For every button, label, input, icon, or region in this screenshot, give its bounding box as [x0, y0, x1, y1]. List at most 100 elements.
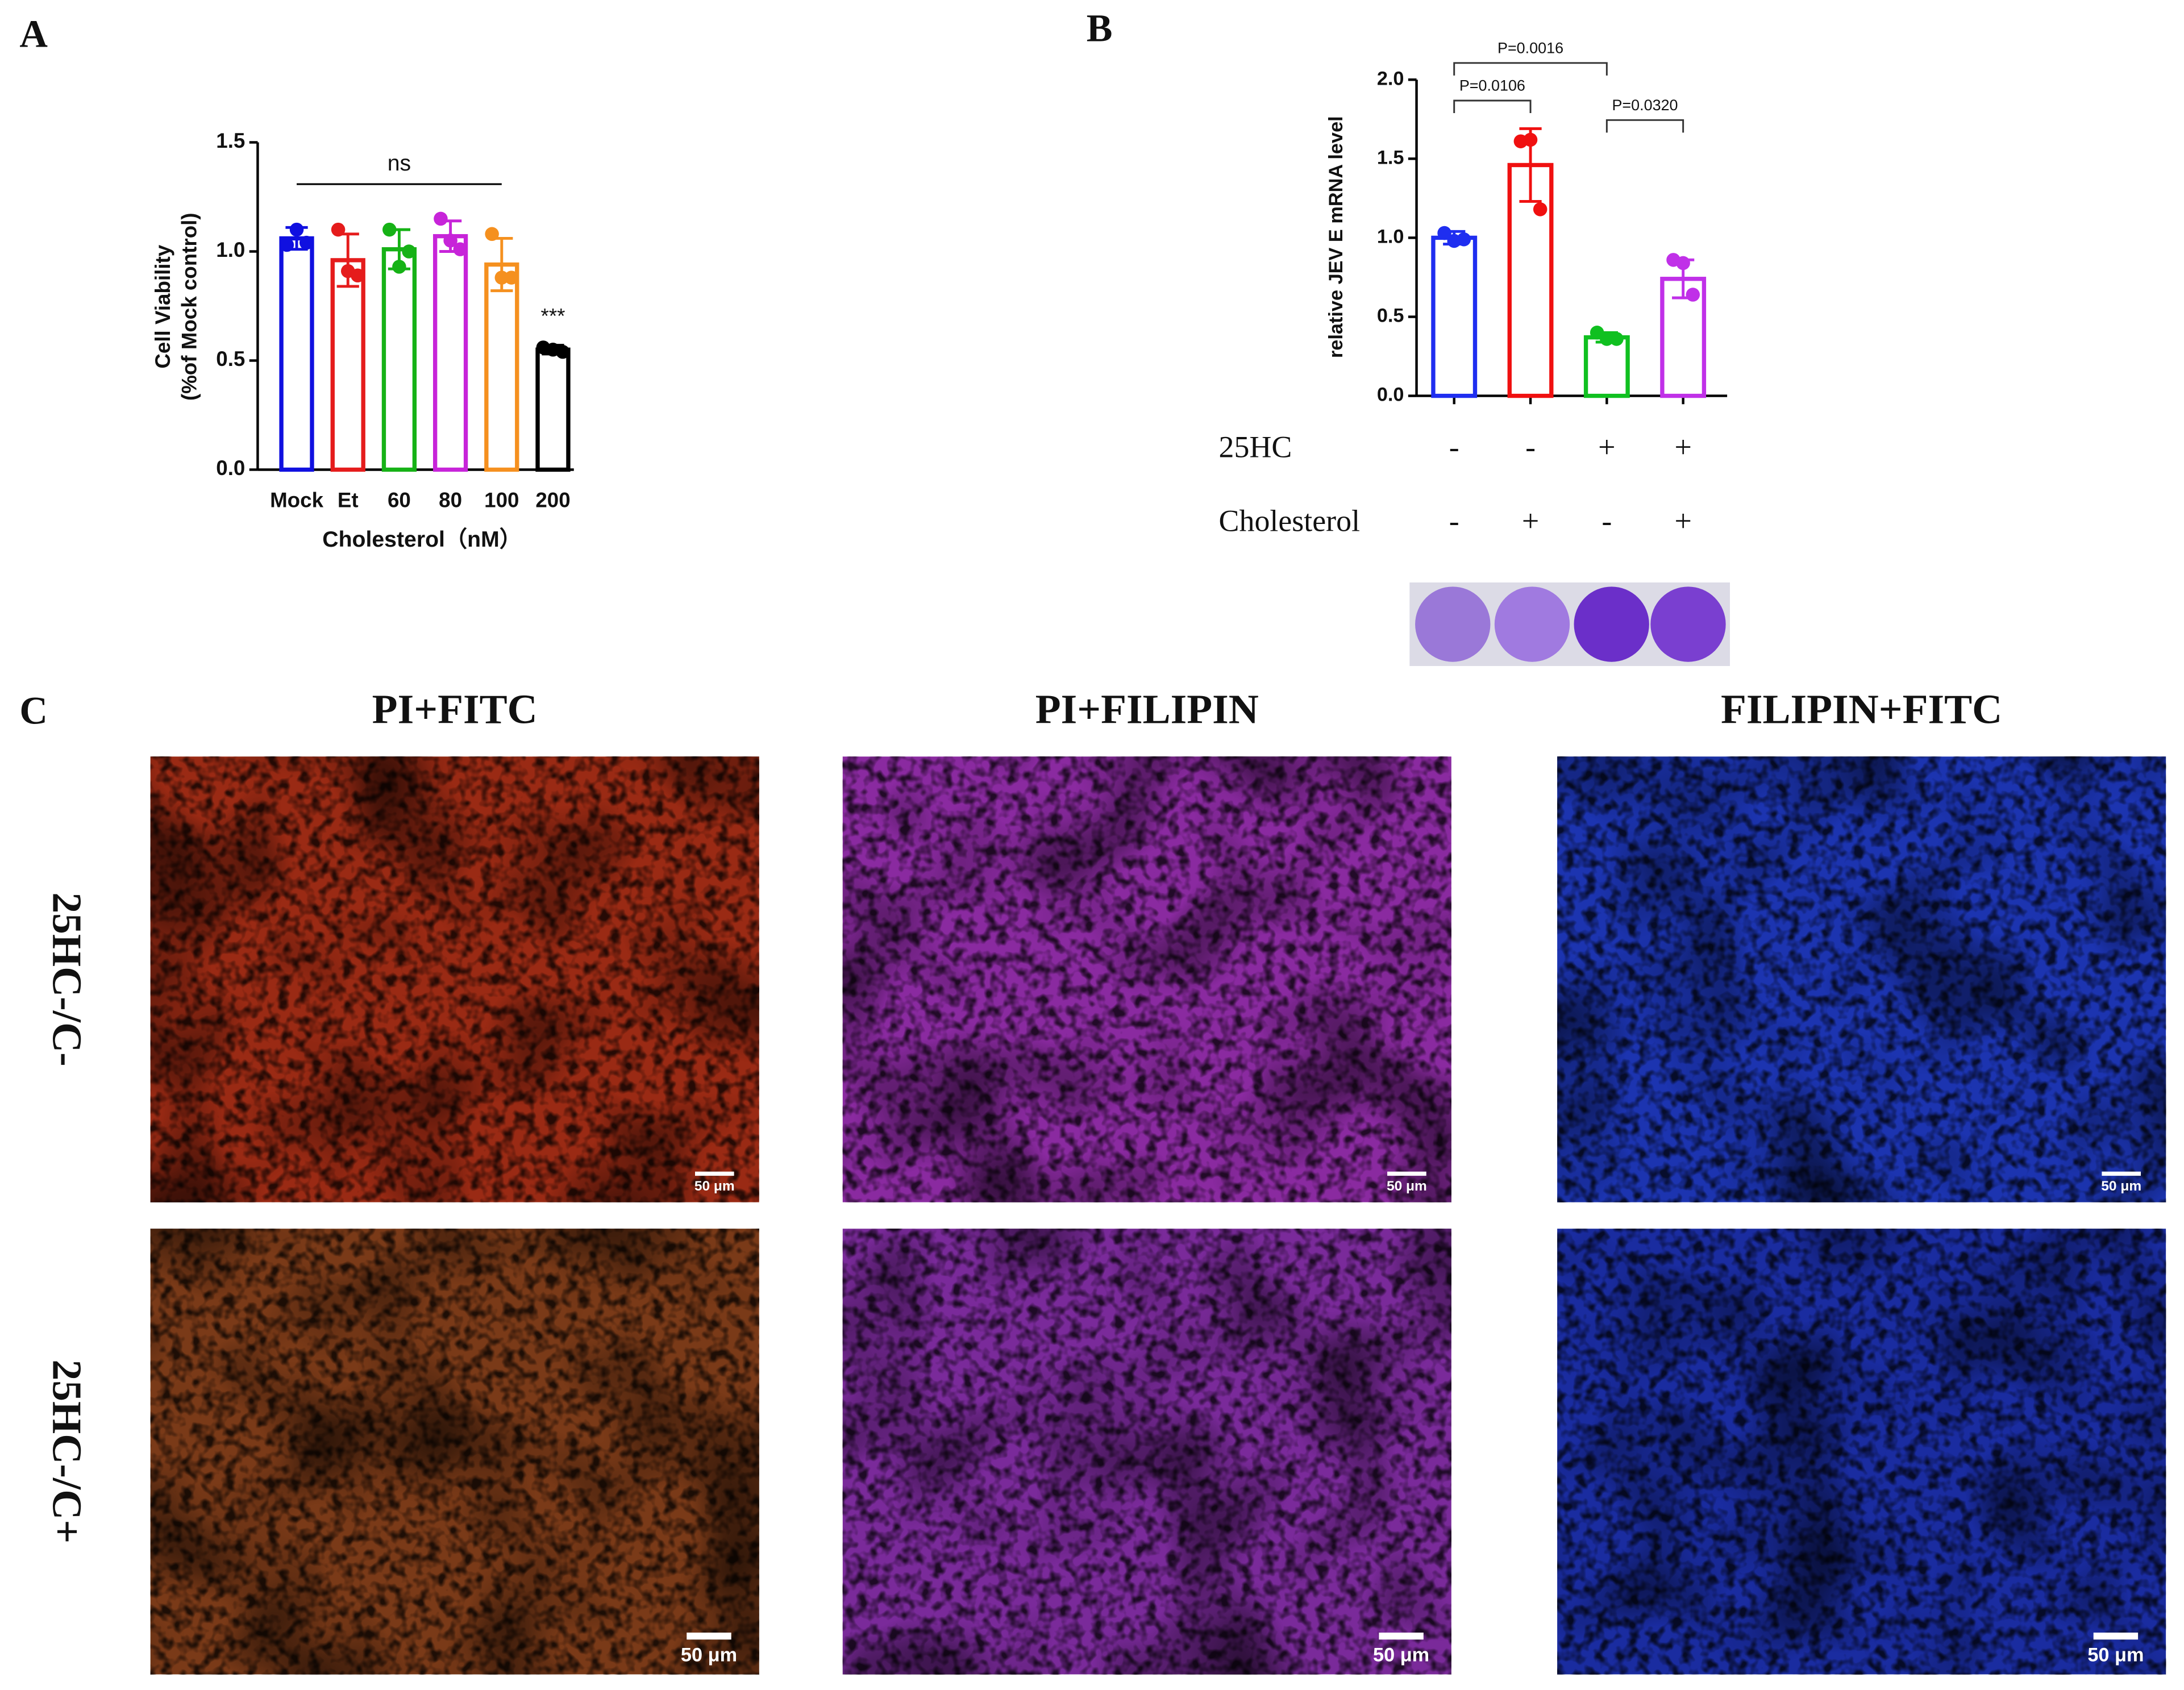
y-tick-label: 1.0 — [1377, 226, 1404, 247]
row-label: 25HC-/C+ — [44, 1360, 90, 1544]
column-title: FILIPIN+FITC — [1721, 685, 2002, 732]
data-point — [1437, 226, 1451, 240]
micrograph-cells — [150, 1229, 759, 1675]
scale-bar — [1379, 1632, 1424, 1640]
y-axis-label: Cell Viability — [151, 244, 174, 368]
micrograph-cells — [1557, 756, 2166, 1202]
data-point — [299, 235, 314, 250]
data-point — [402, 244, 416, 259]
column-title: PI+FITC — [372, 685, 538, 732]
x-tick-label: 80 — [439, 489, 462, 512]
y-axis-label: relative JEV E mRNA level — [1325, 116, 1347, 358]
y-tick-label: 1.5 — [1377, 147, 1404, 168]
scale-bar — [1387, 1171, 1426, 1176]
micrograph-cells — [150, 756, 759, 1202]
y-tick-label: 0.5 — [1377, 305, 1404, 327]
error-bar — [1519, 127, 1542, 203]
data-point — [289, 222, 304, 237]
data-point — [351, 268, 365, 283]
condition-sign: - — [1601, 503, 1612, 538]
significance-label: *** — [541, 304, 565, 327]
significance-label: P=0.0016 — [1497, 39, 1563, 56]
significance-bracket — [1605, 119, 1684, 133]
condition-sign: - — [1449, 430, 1459, 464]
y-tick-label: 2.0 — [1377, 68, 1404, 89]
bar — [381, 247, 417, 472]
data-point — [443, 234, 457, 248]
error-bar — [388, 228, 411, 270]
bar — [1431, 235, 1478, 398]
y-tick-label: 1.0 — [216, 238, 245, 261]
panel-label: C — [19, 689, 48, 732]
data-point — [382, 222, 397, 237]
scale-bar — [2093, 1632, 2139, 1640]
data-point — [1609, 332, 1624, 346]
bar — [432, 234, 468, 472]
significance-bracket — [1453, 99, 1532, 114]
x-tick-label: 100 — [484, 489, 519, 512]
x-tick-label: Mock — [270, 489, 323, 512]
y-tick-label: 0.0 — [216, 456, 245, 480]
x-axis-label: Cholesterol（nM） — [322, 527, 522, 552]
micrograph-cells — [842, 1229, 1451, 1675]
data-point — [494, 270, 509, 285]
row-label: 25HC-/C- — [44, 892, 90, 1066]
condition-sign: + — [1674, 503, 1691, 538]
x-tick-label: 60 — [388, 489, 411, 512]
error-bar — [336, 232, 359, 288]
condition-sign: + — [1674, 430, 1691, 464]
micrograph: 50 μm — [150, 756, 759, 1202]
data-point — [1686, 288, 1700, 302]
data-point — [1457, 232, 1471, 247]
bar — [484, 262, 519, 472]
micrograph: 50 μm — [1557, 1229, 2166, 1675]
y-tick-label: 0.0 — [1377, 384, 1404, 406]
y-tick-label: 1.5 — [216, 129, 245, 152]
micrograph-cells — [842, 756, 1451, 1202]
y-axis-label: (%of Mock control) — [177, 213, 201, 401]
data-point — [1533, 202, 1547, 217]
bar — [1583, 335, 1630, 398]
micrograph: 50 μm — [842, 756, 1451, 1202]
condition-sign: - — [1449, 503, 1459, 538]
scale-bar-label: 50 μm — [2087, 1645, 2144, 1666]
bar — [1507, 163, 1554, 398]
data-point — [1600, 332, 1614, 346]
scale-bar — [687, 1632, 731, 1640]
data-point — [485, 227, 499, 242]
column-title: PI+FILIPIN — [1035, 685, 1259, 732]
scale-bar-label: 50 μm — [1387, 1179, 1427, 1194]
condition-sign: - — [1525, 430, 1536, 464]
data-point — [1523, 132, 1538, 147]
condition-sign: + — [1598, 430, 1615, 464]
significance-label: P=0.0106 — [1459, 77, 1525, 94]
x-tick-label: Et — [338, 489, 359, 512]
error-bar — [439, 219, 462, 253]
significance-bracket — [1453, 62, 1608, 76]
significance-label: P=0.0320 — [1612, 97, 1678, 114]
scale-bar — [694, 1171, 734, 1176]
scale-bar-label: 50 μm — [1373, 1645, 1429, 1666]
condition-sign: + — [1522, 503, 1539, 538]
bar — [535, 347, 571, 472]
data-point — [1676, 256, 1690, 270]
error-bar — [490, 237, 513, 293]
panel-label: A — [19, 12, 48, 55]
micrograph: 50 μm — [842, 1229, 1451, 1675]
data-point — [555, 344, 570, 359]
y-tick-label: 0.5 — [216, 347, 245, 371]
micrograph-cells — [1557, 1229, 2166, 1675]
scale-bar-label: 50 μm — [681, 1645, 737, 1666]
data-point — [331, 222, 346, 237]
scale-bar-label: 50 μm — [2101, 1179, 2141, 1194]
data-point — [392, 260, 406, 274]
scale-bar-label: 50 μm — [694, 1179, 735, 1194]
condition-name: 25HC — [1219, 430, 1292, 464]
micrograph: 50 μm — [1557, 756, 2166, 1202]
x-tick-label: 200 — [535, 489, 570, 512]
significance-label: ns — [388, 151, 411, 176]
condition-name: Cholesterol — [1219, 503, 1361, 538]
data-point — [434, 211, 448, 226]
data-point — [504, 270, 519, 285]
